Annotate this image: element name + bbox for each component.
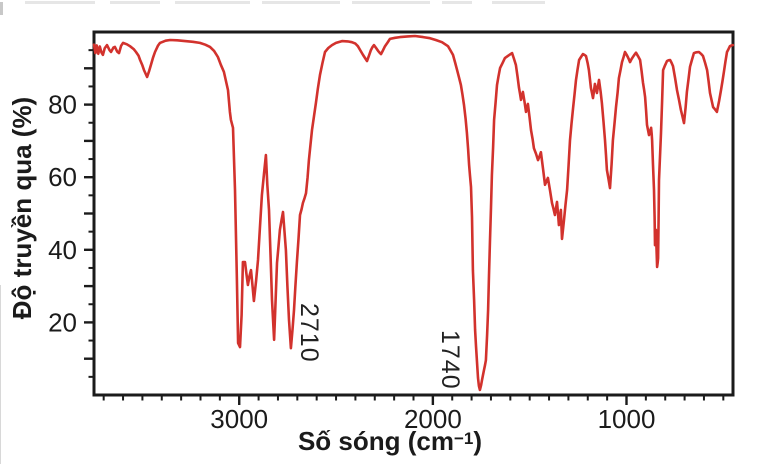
y-axis-title: Độ truyền qua (%) — [7, 96, 37, 320]
x-axis-title-superscript: −1 — [453, 429, 474, 448]
scan-artifact — [25, 1, 95, 4]
y-tick-label: 60 — [48, 162, 77, 192]
peak-annotation-1740: 1740 — [436, 330, 465, 390]
scan-artifact — [175, 1, 250, 4]
scan-artifact — [442, 1, 472, 4]
x-tick-label: 1000 — [598, 404, 656, 434]
scan-artifact — [0, 2, 3, 15]
scan-artifact — [492, 1, 545, 4]
x-tick-label: 3000 — [210, 404, 268, 434]
scan-artifact — [352, 1, 430, 4]
peak-annotation-2710: 2710 — [295, 303, 324, 363]
scan-artifact — [262, 1, 340, 4]
plot-frame — [92, 30, 735, 397]
y-tick-label: 80 — [48, 90, 77, 120]
scan-artifact — [110, 1, 160, 4]
x-axis-title: Số sóng (cm−1) — [298, 424, 482, 456]
x-axis-title-text: Số sóng (cm — [297, 426, 454, 456]
y-tick-label: 20 — [48, 307, 77, 337]
scan-artifact — [0, 285, 1, 464]
x-axis-title-close: ) — [473, 426, 483, 456]
spectrum-curve — [92, 34, 735, 392]
x-tick-label: 2000 — [404, 404, 462, 434]
y-tick-label: 40 — [48, 235, 77, 265]
